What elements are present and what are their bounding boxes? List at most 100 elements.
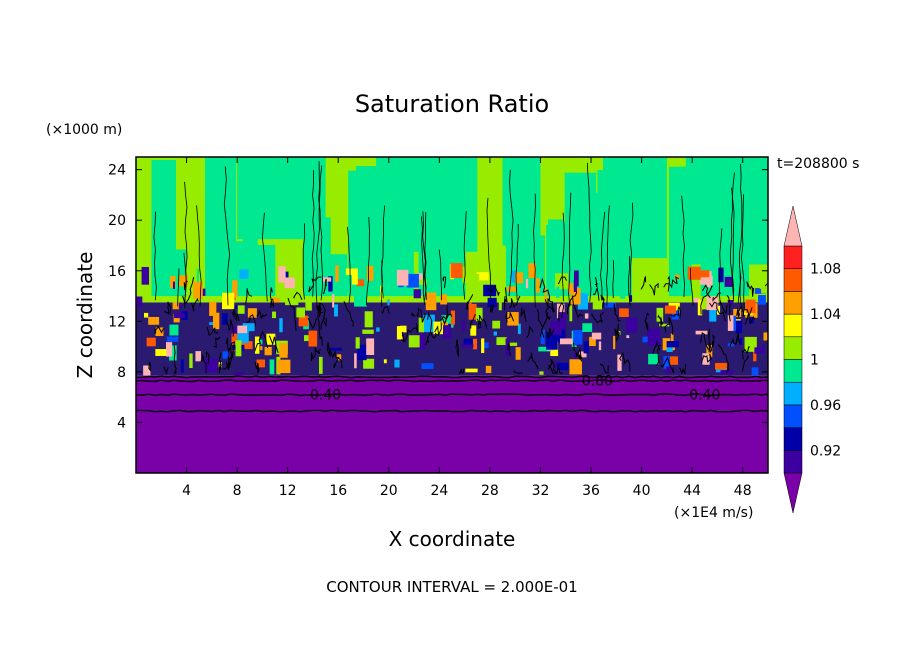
turbulence-patch [475, 307, 483, 322]
turbulence-patch [617, 354, 622, 371]
contour-line-turbulent [592, 286, 600, 301]
contour-line-turbulent [318, 302, 326, 318]
contour-line-turbulent [254, 361, 260, 374]
turbulence-patch [554, 320, 562, 335]
contour-line-turbulent [652, 340, 662, 354]
plume-region [376, 157, 478, 252]
colorbar-segment [783, 359, 803, 383]
turbulence-patch [362, 329, 374, 334]
turbulence-patch [322, 277, 332, 282]
contour-line-turbulent [225, 356, 233, 370]
turbulence-patch [178, 275, 188, 287]
turbulence-patch [279, 343, 288, 358]
turbulence-patch [173, 312, 185, 319]
x-tick-label: 36 [582, 483, 600, 499]
turbulence-patch [141, 266, 149, 285]
contour-line-turbulent [547, 359, 558, 374]
contour-line-plume [533, 193, 536, 308]
contour-line-turbulent [548, 364, 563, 374]
turbulence-patch [298, 315, 309, 327]
contour-line-turbulent [660, 356, 675, 374]
contour-line-plume [486, 197, 491, 299]
turbulence-patch [556, 303, 565, 319]
contour-line-turbulent [594, 276, 598, 287]
contour-line-plume [718, 228, 723, 305]
plume-region [237, 157, 326, 240]
contour-line-turbulent [307, 317, 317, 330]
turbulence-patch [172, 281, 175, 289]
turbulence-patch [539, 371, 544, 375]
turbulence-patch [632, 280, 642, 289]
x-unit-label: (×1E4 m/s) [674, 505, 753, 521]
contour-line-turbulent [487, 285, 500, 296]
contour-line-turbulent [310, 347, 321, 361]
colorbar-arrow-low [783, 472, 803, 514]
turbulence-patch [761, 288, 768, 294]
contour-line-stable [136, 393, 768, 397]
contour-line-turbulent [477, 314, 488, 329]
turbulence-patch [735, 320, 743, 334]
turbulence-patch [570, 287, 581, 305]
turbulence-patch [591, 332, 602, 340]
contour-line-turbulent [711, 334, 716, 348]
colorbar-tick-label: 0.96 [810, 398, 841, 414]
turbulence-patch [247, 308, 257, 318]
contour-line-turbulent [381, 305, 390, 315]
contour-line-stable [136, 375, 768, 379]
contour-line-turbulent [293, 291, 303, 301]
turbulence-patch [538, 346, 552, 352]
turbulence-patch [647, 328, 661, 346]
contour-line-plume [508, 169, 514, 297]
turbulence-patch [195, 351, 201, 362]
turbulence-patch [577, 292, 589, 310]
contour-line-plume [587, 162, 592, 302]
contour-line-turbulent [148, 361, 151, 372]
contour-line-plume [365, 216, 370, 306]
turbulence-patch [166, 336, 179, 342]
turbulence-patch [189, 353, 193, 368]
contour-line-turbulent [599, 363, 609, 374]
turbulence-patch [487, 297, 497, 308]
turbulence-patch [376, 327, 380, 332]
turbulence-patch [148, 316, 160, 325]
contour-line-turbulent [619, 351, 631, 372]
turbulence-patch [421, 363, 434, 370]
contour-line-turbulent [154, 326, 164, 334]
contour-line-turbulent [508, 295, 521, 309]
plume-cyan-green [613, 227, 625, 297]
contour-line-plume [347, 226, 351, 303]
contour-line-turbulent [404, 322, 419, 342]
turbulence-patch [234, 372, 245, 376]
y-tick-label: 24 [108, 163, 126, 179]
turbulence-patch [335, 265, 339, 282]
colorbar-segment [783, 336, 803, 360]
contour-line-stable [136, 409, 768, 413]
contour-line-plume [600, 211, 606, 301]
y-tick-label: 16 [108, 264, 126, 280]
turbulence-patch [662, 338, 671, 351]
turbulence-patch [506, 286, 517, 292]
turbulence-patch [515, 347, 521, 360]
turbulence-patch [663, 356, 670, 369]
turbulence-patch [648, 353, 660, 365]
turbulence-patch [751, 367, 759, 376]
turbulence-patch [626, 317, 638, 333]
plume-region [685, 157, 768, 265]
turbulence-patch [727, 300, 734, 305]
turbulence-patch [329, 347, 342, 351]
contour-line-turbulent [308, 276, 322, 293]
y-tick-label: 4 [117, 415, 126, 431]
turbulence-patch [416, 273, 423, 285]
contour-line-turbulent [434, 322, 442, 336]
x-tick-label: 12 [279, 483, 297, 499]
contour-line-turbulent [411, 312, 416, 317]
contour-line-turbulent [746, 281, 755, 297]
turbulence-patch [308, 330, 318, 347]
y-tick-label: 20 [108, 213, 126, 229]
turbulence-patch [646, 265, 656, 278]
colorbar-arrow-high [783, 205, 803, 247]
turbulence-patch [666, 341, 679, 348]
turbulence-patch [237, 305, 245, 314]
contour-line-plume [681, 195, 686, 297]
turbulence-patch [569, 305, 573, 322]
